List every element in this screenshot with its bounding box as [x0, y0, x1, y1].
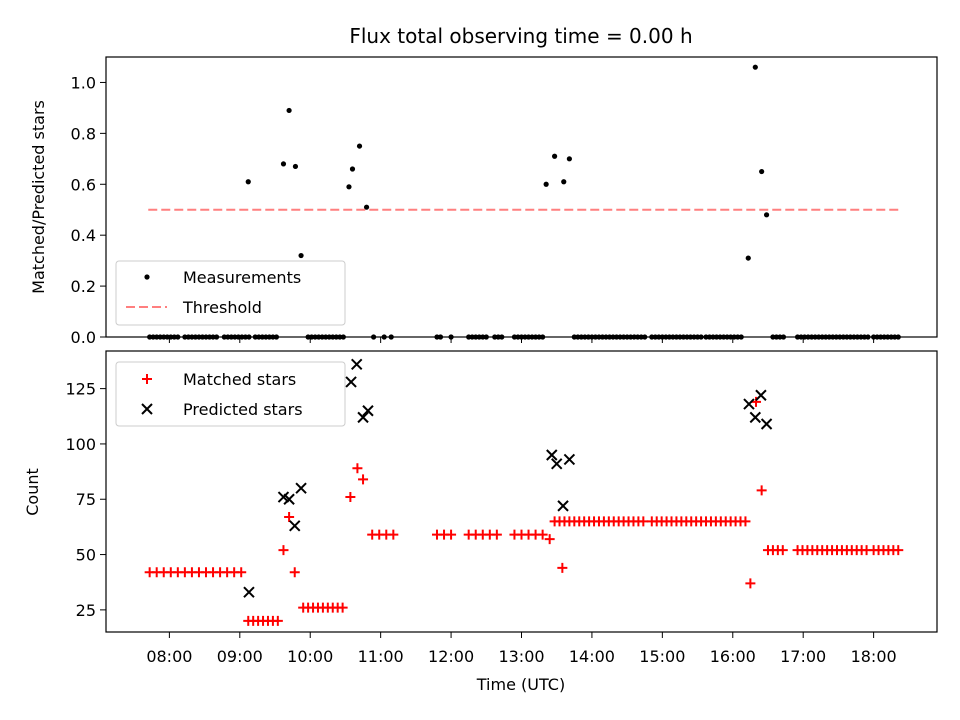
- matched-star-point: [358, 474, 369, 485]
- predicted-star-point: [760, 418, 773, 430]
- legend-box: [115, 361, 346, 427]
- measurement-point: [543, 181, 549, 187]
- measurement-point: [763, 212, 770, 218]
- predicted-star-point: [755, 389, 767, 401]
- measurement-point: [286, 107, 292, 114]
- measurement-point: [280, 161, 287, 167]
- ratio-panel: 0.0 0.2 0.4 0.6 0.8 1.0 Measurements Threshold: [71, 56, 938, 347]
- predicted-star-point: [351, 358, 363, 370]
- measurement-point: [245, 179, 251, 185]
- matched-star-point: [638, 516, 649, 527]
- measurement-point: [752, 64, 758, 70]
- measurement-point: [292, 163, 299, 170]
- x-tick-label: 12:00: [428, 647, 474, 666]
- predicted-star-point: [283, 493, 295, 505]
- predicted-star-point: [563, 453, 576, 466]
- legend-label-measurements: Measurements: [183, 268, 301, 287]
- legend-label-matched: Matched stars: [183, 370, 296, 389]
- top-y-tick-label: 0.8: [71, 124, 96, 143]
- predicted-star-point: [749, 411, 762, 424]
- predicted-star-point: [557, 500, 569, 512]
- top-y-tick-label: 0.0: [71, 328, 96, 347]
- matched-star-point: [745, 578, 756, 589]
- bottom-y-tick-label: 75: [76, 490, 96, 509]
- legend-label-predicted: Predicted stars: [183, 400, 303, 419]
- count-panel: 25 50 75 100 125 08:00 09:00 10:00 11:00 12:00 13:…: [65, 350, 938, 666]
- matched-star-point: [893, 545, 904, 556]
- bottom-axes-frame: [105, 350, 938, 633]
- measurement-point: [298, 252, 304, 259]
- matched-star-point: [337, 602, 348, 613]
- top-y-tick-label: 0.2: [71, 277, 96, 296]
- measurement-point: [759, 168, 765, 175]
- matched-star-point: [557, 562, 568, 573]
- matched-star-point: [289, 567, 300, 578]
- matched-star-point: [740, 516, 751, 527]
- x-tick-label: 18:00: [851, 647, 897, 666]
- measurement-point: [363, 204, 370, 210]
- matched-star-point: [236, 567, 247, 578]
- predicted-star-point: [289, 520, 301, 532]
- matched-star-point: [491, 529, 502, 540]
- x-tick-label: 11:00: [358, 647, 404, 666]
- measurement-point: [745, 255, 751, 261]
- top-axes-frame: [105, 56, 938, 338]
- legend-box: [115, 260, 346, 326]
- matched-star-point: [544, 534, 555, 545]
- x-tick-label: 10:00: [287, 647, 333, 666]
- predicted-star-point: [743, 398, 755, 410]
- matched-star-point: [272, 615, 283, 626]
- top-y-axis-label: Matched/Predicted stars: [29, 100, 48, 294]
- matched-star-point: [388, 529, 399, 540]
- matched-star-point: [756, 485, 767, 496]
- measurement-point: [349, 166, 356, 172]
- legend-predicted-marker: [141, 403, 153, 415]
- predicted-star-point: [357, 411, 369, 424]
- x-tick-label: 14:00: [569, 647, 615, 666]
- legend-measurement-marker: [144, 274, 150, 280]
- matched-star-point: [777, 545, 788, 556]
- measurement-point: [561, 179, 567, 185]
- top-y-tick-label: 0.6: [71, 175, 96, 194]
- predicted-star-point: [546, 449, 558, 461]
- legend-label-threshold: Threshold: [182, 298, 262, 317]
- bottom-y-tick-label: 50: [76, 546, 96, 565]
- legend-matched-marker: [142, 374, 152, 384]
- top-legend: Measurements Threshold: [115, 260, 346, 326]
- matched-star-point: [284, 511, 295, 522]
- matched-star-point: [278, 545, 289, 556]
- bottom-legend: Matched stars Predicted stars: [115, 361, 346, 427]
- measurement-point: [551, 153, 558, 159]
- predicted-star-point: [551, 458, 563, 470]
- x-tick-label: 08:00: [146, 647, 192, 666]
- x-tick-label: 09:00: [217, 647, 263, 666]
- top-y-tick-label: 0.4: [71, 226, 96, 245]
- predicted-star-point: [362, 405, 374, 417]
- x-axis-label: Time (UTC): [476, 675, 565, 694]
- measurement-point: [346, 184, 352, 190]
- bottom-y-tick-label: 100: [65, 435, 96, 454]
- bottom-y-tick-label: 25: [76, 601, 96, 620]
- x-tick-label: 13:00: [498, 647, 544, 666]
- x-tick-label: 17:00: [780, 647, 826, 666]
- predicted-star-point: [345, 376, 357, 388]
- x-tick-label: 15:00: [639, 647, 685, 666]
- matched-star-point: [345, 492, 356, 503]
- chart-title: Flux total observing time = 0.00 h: [349, 24, 692, 48]
- matched-star-point: [446, 529, 457, 540]
- top-y-tick-label: 1.0: [71, 73, 96, 92]
- predicted-star-point: [243, 586, 255, 598]
- bottom-y-axis-label: Count: [23, 468, 42, 516]
- bottom-y-tick-label: 125: [65, 380, 96, 399]
- x-tick-label: 16:00: [710, 647, 756, 666]
- measurement-point: [356, 143, 363, 149]
- matched-star-point: [751, 396, 762, 407]
- matched-star-point: [352, 463, 363, 474]
- measurement-point: [566, 156, 572, 162]
- matched-star-point: [537, 529, 548, 540]
- predicted-star-point: [295, 482, 307, 494]
